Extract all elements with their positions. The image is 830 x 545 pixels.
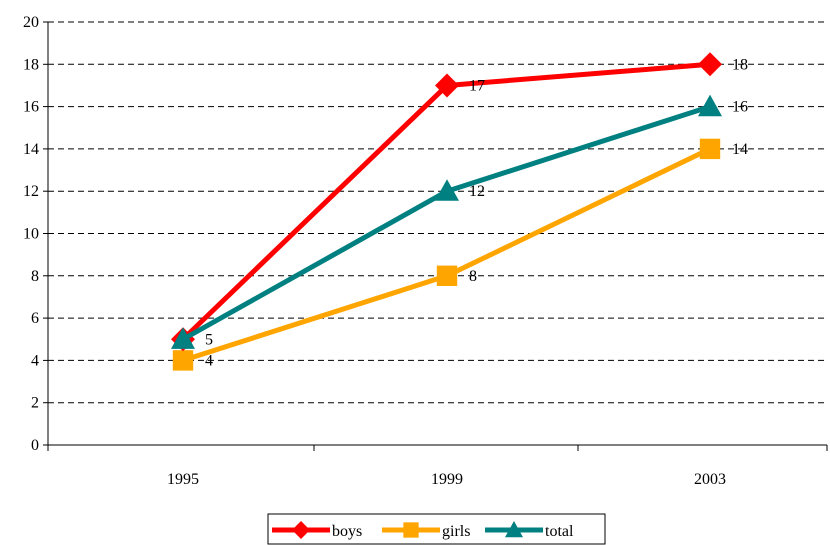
y-axis-ticks: 0 2 4 6 8 10 12 14 16 18 20 [23,14,48,454]
data-point-total [435,179,459,201]
x-tick-label: 1999 [431,471,463,488]
data-labels: 17 18 4 8 14 5 12 16 [205,56,748,369]
y-tick-label: 6 [31,310,39,327]
x-tick-label: 2003 [694,471,726,488]
data-point-boys [698,52,722,77]
data-point-total [698,94,722,117]
data-label-girls: 4 [205,352,213,369]
series-line-boys [181,61,711,342]
y-tick-label: 10 [23,226,39,243]
y-tick-label: 12 [23,183,39,200]
y-tick-label: 20 [23,14,39,31]
data-label-girls: 8 [469,268,477,285]
data-point-total [171,327,195,349]
legend-label-girls: girls [442,523,470,540]
x-axis-ticks: 1995 1999 2003 [47,445,828,488]
y-tick-label: 16 [23,99,39,116]
data-label-total: 16 [732,99,748,116]
data-label-girls: 14 [732,141,748,158]
data-label-total: 12 [469,183,485,200]
data-label-boys: 17 [469,77,485,94]
series-line-total [181,104,711,342]
y-tick-label: 18 [23,56,39,73]
data-point-girls [436,265,458,286]
series-layer [171,52,722,371]
data-point-girls [699,138,721,160]
y-tick-label: 0 [31,437,39,454]
legend-marker-boys [292,521,310,539]
y-tick-label: 8 [31,268,39,285]
gridlines [48,21,827,404]
legend-label-boys: boys [332,523,362,540]
x-tick-label: 1995 [167,471,199,488]
data-label-boys: 18 [732,56,748,73]
legend-marker-total [505,521,523,538]
y-tick-label: 4 [31,352,39,369]
y-tick-label: 2 [31,395,39,412]
y-tick-label: 14 [23,141,39,158]
data-label-total: 5 [205,331,213,348]
data-point-girls [172,350,194,371]
legend-marker-girls [403,522,419,538]
data-point-boys [435,73,459,98]
legend: boys girls total [267,513,606,545]
legend-label-total: total [545,523,574,540]
